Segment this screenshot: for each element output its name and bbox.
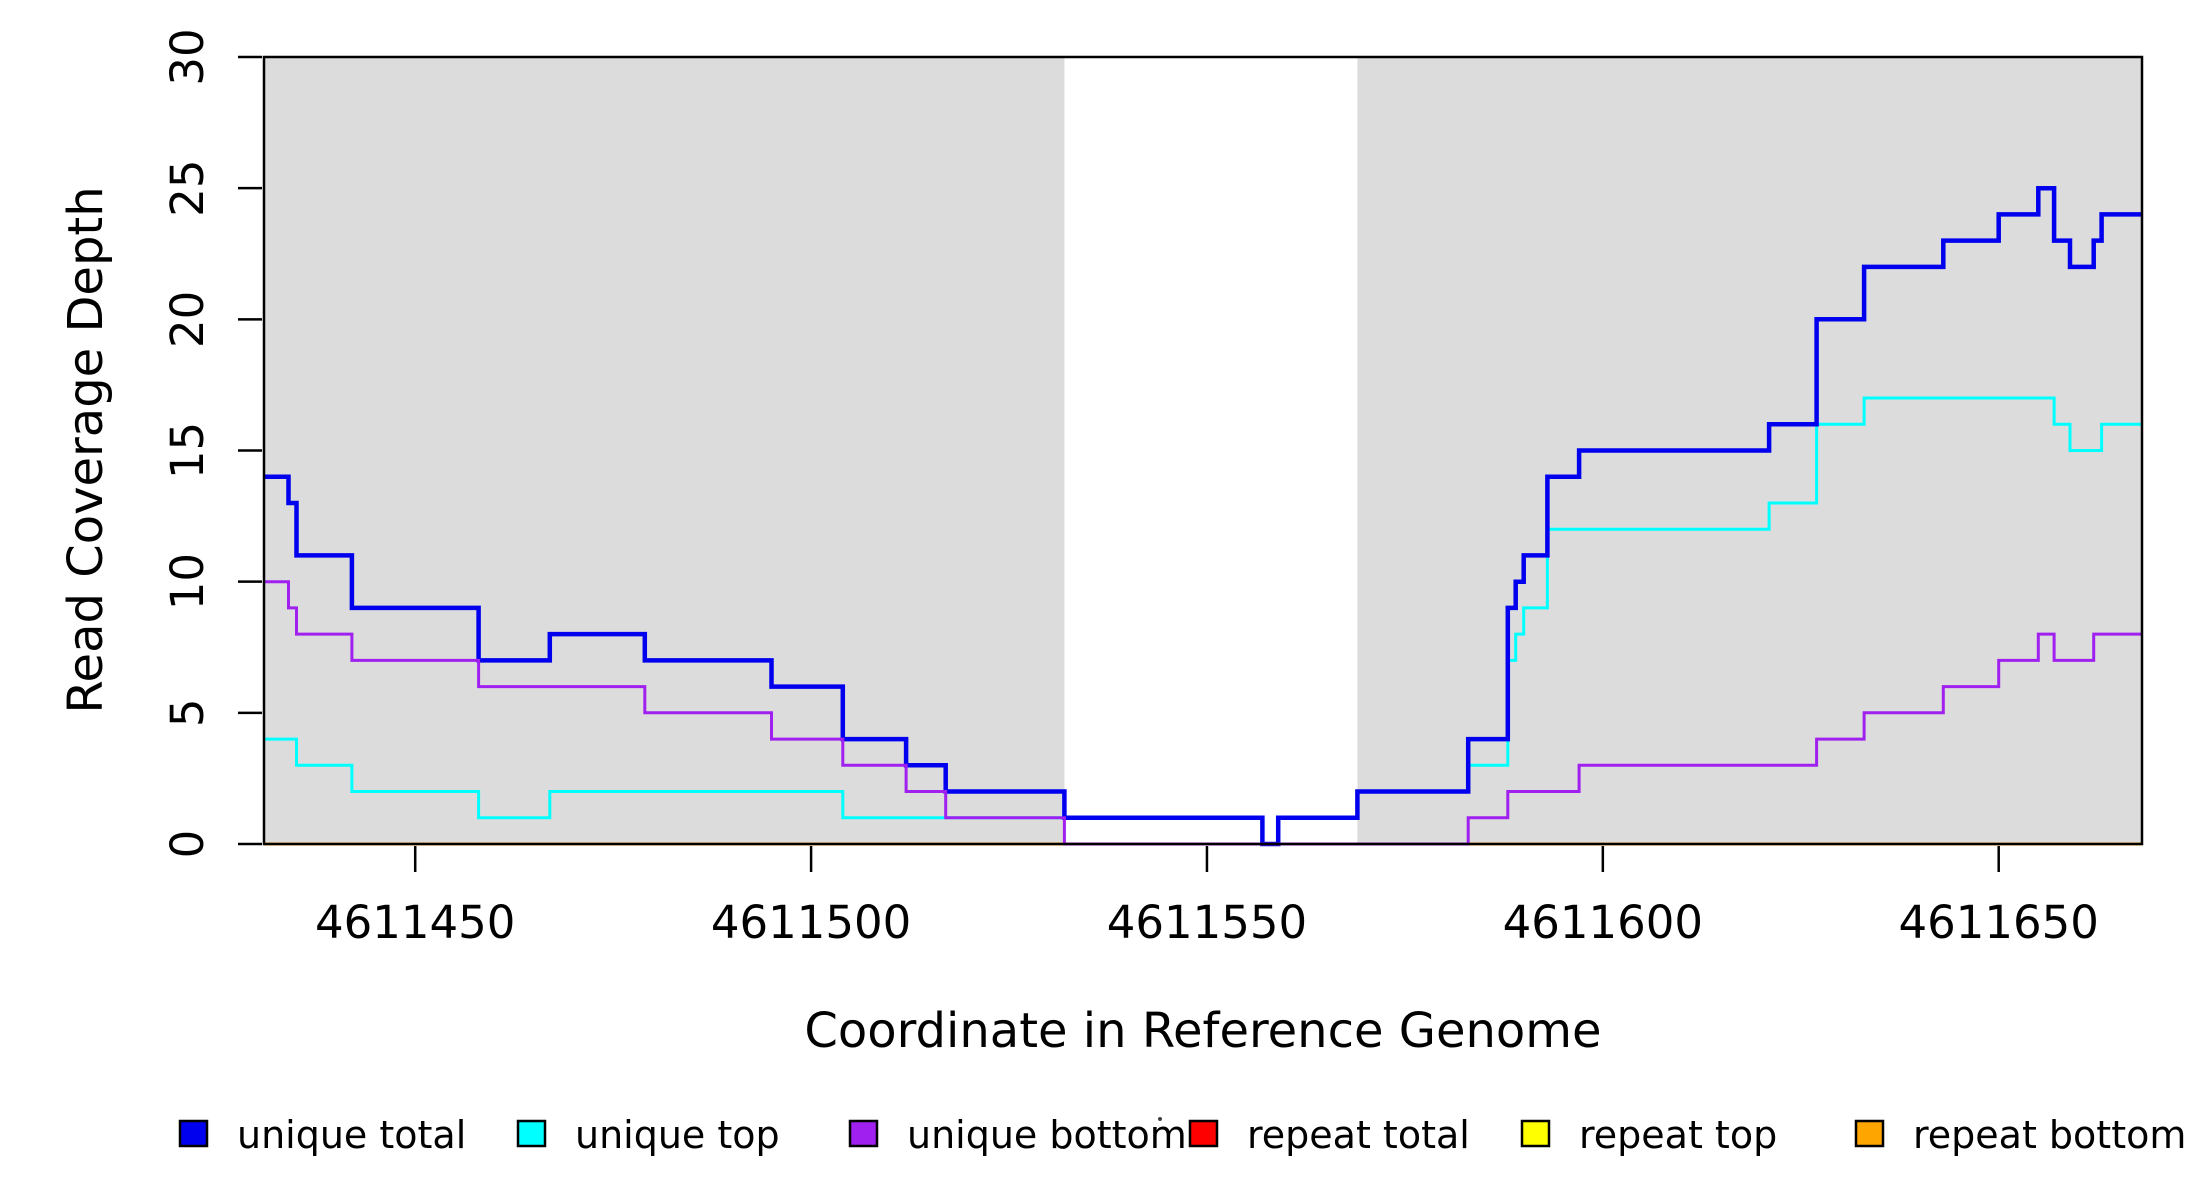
x-tick-label: 4611550 — [1107, 896, 1307, 949]
x-tick-label: 4611500 — [711, 896, 911, 949]
legend-swatch-repeat-bottom — [1854, 1119, 1885, 1148]
legend-label-repeat-total: repeat total — [1247, 1113, 1470, 1157]
legend: unique total unique top unique bottom repea… — [178, 1113, 2186, 1157]
y-tick-label: 5 — [161, 699, 214, 728]
y-tick-label: 0 — [161, 830, 214, 859]
y-tick-label: 30 — [161, 28, 214, 85]
legend-swatch-repeat-top — [1520, 1119, 1551, 1148]
series-line-unique-total — [264, 185, 2142, 847]
legend-swatch-unique-top — [516, 1119, 547, 1148]
y-tick-label: 15 — [161, 422, 214, 479]
legend-label-unique-top: unique top — [575, 1113, 780, 1157]
x-axis-title: Coordinate in Reference Genome — [804, 1003, 1601, 1059]
y-tick-label: 25 — [161, 160, 214, 217]
x-tick-label: 4611450 — [315, 896, 515, 949]
legend-label-repeat-top: repeat top — [1579, 1113, 1777, 1157]
legend-swatch-unique-total — [178, 1119, 209, 1148]
stray-dot — [1158, 1117, 1162, 1121]
y-axis-title: Read Coverage Depth — [58, 186, 114, 713]
y-tick-label: 20 — [161, 291, 214, 348]
plot-border-box — [262, 55, 2144, 846]
legend-label-unique-total: unique total — [237, 1113, 466, 1157]
x-tick-label: 4611600 — [1503, 896, 1703, 949]
legend-label-unique-bottom: unique bottom — [907, 1113, 1187, 1157]
y-axis: 0 5 10 15 20 25 30 — [161, 28, 262, 858]
shaded-bands — [264, 57, 2142, 844]
legend-swatch-unique-bottom — [848, 1119, 879, 1148]
legend-swatch-repeat-total — [1188, 1119, 1219, 1148]
x-axis: 4611450 4611500 4611550 4611600 4611650 — [315, 846, 2099, 949]
x-tick-label: 4611650 — [1898, 896, 2098, 949]
legend-label-repeat-bottom: repeat bottom — [1913, 1113, 2186, 1157]
y-tick-label: 10 — [161, 553, 214, 610]
left-gray-band — [264, 57, 1065, 844]
